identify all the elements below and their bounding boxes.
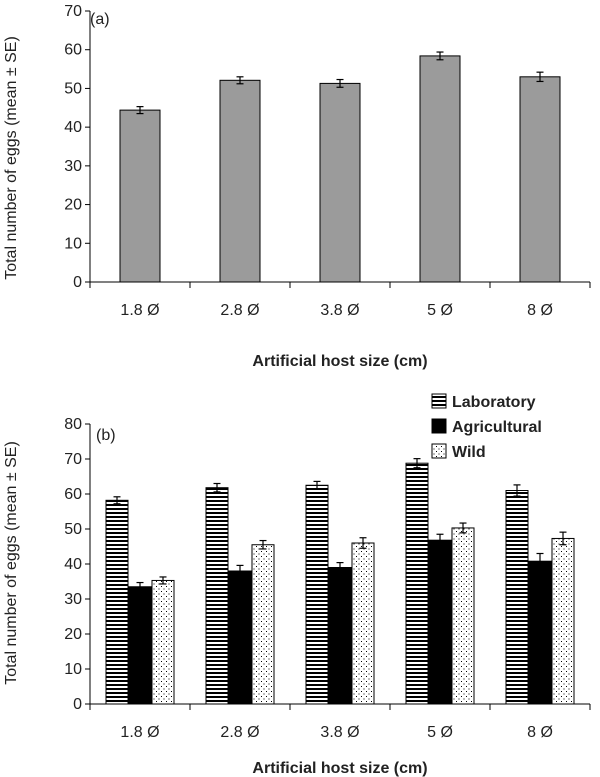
panel-a-error-bar-all bbox=[136, 106, 144, 115]
panel-b-category-label: 5 Ø bbox=[427, 724, 453, 741]
panel-b-bar-agricultural bbox=[128, 586, 152, 705]
panel-b-y-tick-label: 0 bbox=[73, 696, 82, 713]
legend: Laboratory Agricultural Wild bbox=[431, 393, 542, 461]
panel-a-error-bar-all bbox=[536, 71, 544, 83]
panel-a-category-label: 8 Ø bbox=[527, 302, 553, 319]
panel-a-category-label: 5 Ø bbox=[427, 302, 453, 319]
panel-a-error-bar-all bbox=[236, 76, 244, 85]
panel-b-label: (b) bbox=[96, 427, 116, 444]
panel-b-category-label: 3.8 Ø bbox=[320, 724, 359, 741]
panel-b-error-bar-laboratory bbox=[413, 458, 421, 469]
panel-b-y-tick-label: 40 bbox=[64, 556, 82, 573]
panel-b-error-bar-laboratory bbox=[213, 482, 221, 493]
panel-b-y-axis-title: Total number of eggs (mean ± SE) bbox=[3, 441, 20, 685]
panel-b-error-bar-laboratory bbox=[113, 496, 121, 505]
panel-b-y-tick-label: 10 bbox=[64, 661, 82, 678]
panel-b-error-bar-wild bbox=[259, 539, 267, 550]
panel-b-bar-agricultural bbox=[228, 570, 252, 705]
panel-a-bar-all bbox=[519, 76, 561, 283]
legend-label-agricultural: Agricultural bbox=[452, 419, 542, 436]
panel-b-error-bar-laboratory bbox=[313, 480, 321, 490]
panel-b-category-label: 8 Ø bbox=[527, 724, 553, 741]
panel-a-label: (a) bbox=[90, 11, 110, 28]
panel-a-y-tick-label: 10 bbox=[64, 235, 82, 252]
panel-a-y-tick-label: 40 bbox=[64, 119, 82, 136]
legend-label-laboratory: Laboratory bbox=[452, 394, 536, 411]
panel-b-error-bar-wild bbox=[359, 537, 367, 549]
panel-a-y-tick-label: 70 bbox=[64, 3, 82, 20]
panel-b-error-bar-agricultural bbox=[236, 564, 244, 578]
panel-b-bar-wild bbox=[551, 537, 575, 705]
panel-b-y-tick-label: 70 bbox=[64, 451, 82, 468]
panel-a-y-tick-label: 60 bbox=[64, 42, 82, 59]
panel-b-bar-agricultural bbox=[428, 539, 452, 705]
panel-a-category-label: 2.8 Ø bbox=[220, 302, 259, 319]
panel-b-error-bar-wild bbox=[159, 576, 167, 585]
panel-b-bar-wild bbox=[451, 527, 475, 705]
panel-a-bar-all bbox=[419, 55, 461, 283]
panel-a-marks: 0 10 20 30 40 50 60 70 1.8 Ø 2.8 Ø 3.8 Ø 5 Ø 8 Ø bbox=[64, 3, 591, 319]
panel-b-error-bar-agricultural bbox=[436, 533, 444, 547]
panel-b-y-tick-label: 30 bbox=[64, 591, 82, 608]
panel-a-y-axis-title: Total number of eggs (mean ± SE) bbox=[3, 36, 20, 280]
legend-swatch-laboratory bbox=[431, 393, 447, 409]
panel-a-bar-all bbox=[119, 109, 161, 283]
panel-b-error-bar-laboratory bbox=[513, 484, 521, 497]
panel-b-bar-laboratory bbox=[505, 490, 529, 705]
panel-a-bar-all bbox=[319, 82, 361, 283]
panel-b-y-tick-label: 60 bbox=[64, 486, 82, 503]
panel-b-bar-agricultural bbox=[328, 567, 352, 705]
panel-b-bar-laboratory bbox=[105, 499, 129, 705]
panel-b-y-tick-label: 20 bbox=[64, 626, 82, 643]
panel-b-error-bar-wild bbox=[459, 522, 467, 534]
panel-a-category-label: 3.8 Ø bbox=[320, 302, 359, 319]
panel-b-bar-wild bbox=[251, 544, 275, 705]
panel-b-bar-agricultural bbox=[528, 560, 552, 705]
panel-b-y-tick-label: 80 bbox=[64, 416, 82, 433]
panel-a-y-tick-label: 20 bbox=[64, 197, 82, 214]
panel-b-bar-laboratory bbox=[205, 487, 229, 705]
panel-a-bar-all bbox=[219, 79, 261, 283]
panel-a-error-bar-all bbox=[336, 78, 344, 88]
panel-a-y-tick-label: 0 bbox=[73, 274, 82, 291]
panel-a-category-label: 1.8 Ø bbox=[120, 302, 159, 319]
panel-a-y-tick-label: 30 bbox=[64, 158, 82, 175]
panel-b-category-label: 1.8 Ø bbox=[120, 724, 159, 741]
panel-b-bar-laboratory bbox=[305, 484, 329, 705]
panel-b-y-tick-label: 50 bbox=[64, 521, 82, 538]
panel-b-error-bar-agricultural bbox=[136, 581, 144, 592]
legend-swatch-agricultural bbox=[431, 418, 447, 434]
panel-b-error-bar-agricultural bbox=[336, 561, 344, 574]
panel-b-bar-laboratory bbox=[405, 462, 429, 705]
panel-a-y-tick-label: 50 bbox=[64, 80, 82, 97]
panel-b-bar-wild bbox=[351, 542, 375, 705]
panel-b-error-bar-wild bbox=[559, 531, 567, 546]
legend-swatch-wild bbox=[431, 443, 447, 459]
legend-label-wild: Wild bbox=[452, 444, 486, 461]
panel-a-error-bar-all bbox=[436, 51, 444, 61]
panel-b-category-label: 2.8 Ø bbox=[220, 724, 259, 741]
panel-a: 0 10 20 30 40 50 60 70 1.8 Ø 2.8 Ø 3.8 Ø 5 Ø 8 Ø (a)… bbox=[3, 3, 591, 370]
panel-b-marks: 0 10 20 30 40 50 60 70 80 1.8 Ø 2.8 Ø 3.8 Ø 5 Ø 8 Ø bbox=[64, 416, 591, 741]
panel-b-error-bar-agricultural bbox=[536, 552, 544, 570]
panel-a-x-axis-title: Artificial host size (cm) bbox=[252, 353, 427, 370]
panel-b-bar-wild bbox=[151, 579, 175, 705]
panel-b-x-axis-title: Artificial host size (cm) bbox=[252, 760, 427, 777]
panel-b: 0 10 20 30 40 50 60 70 80 1.8 Ø 2.8 Ø 3.8 Ø 5 Ø 8 Ø (… bbox=[3, 393, 591, 777]
